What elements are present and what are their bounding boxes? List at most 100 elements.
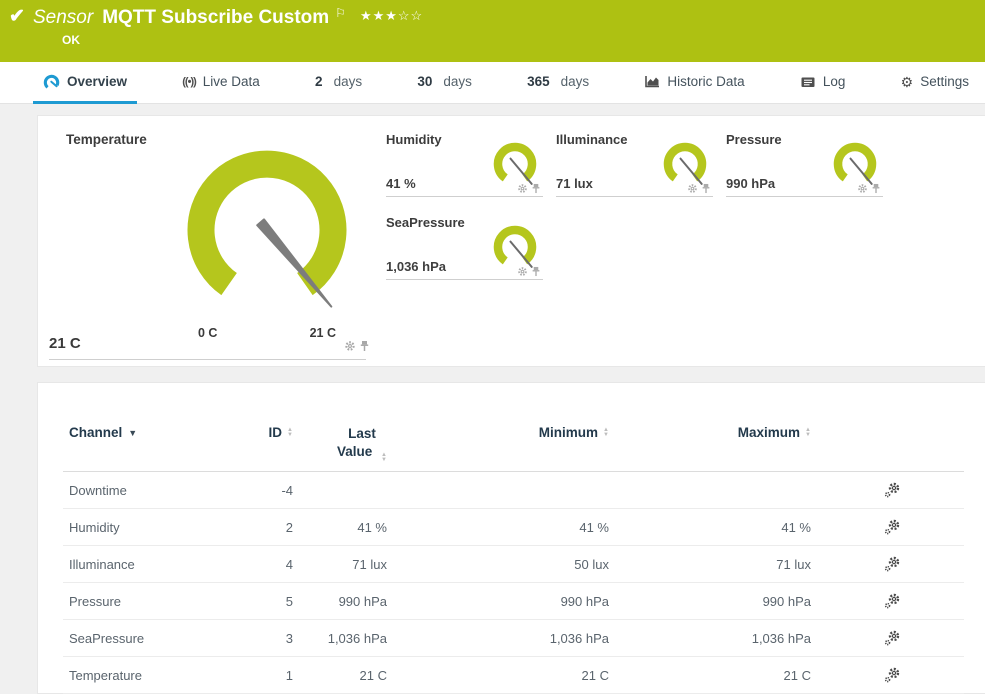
flag-icon[interactable]: ⚐: [335, 6, 346, 20]
tab-2-days[interactable]: 2 days: [305, 62, 372, 104]
maximum-value: 990 hPa: [762, 593, 811, 609]
tab-30-days[interactable]: 30 days: [407, 62, 482, 104]
tab-bar: Overview ((•)) Live Data 2 days 30 days …: [0, 62, 985, 104]
channel-name: Humidity: [69, 519, 120, 535]
channel-gauge-pressure[interactable]: Pressure 990 hPa: [726, 130, 883, 197]
column-header-id[interactable]: ID ▲ ▼: [268, 425, 293, 440]
tab-log-label: Log: [822, 74, 846, 89]
last-value: 71 lux: [352, 556, 387, 572]
table-row-humidity[interactable]: Humidity 2 41 % 41 % 41 %: [63, 509, 964, 546]
tab-365-days[interactable]: 365 days: [517, 62, 599, 104]
channel-id: -4: [281, 482, 293, 498]
tab-live-data[interactable]: ((•)) Live Data: [182, 74, 260, 89]
channel-name: Pressure: [69, 593, 122, 609]
channel-settings-gears-icon[interactable]: [884, 630, 900, 646]
channel-gear-icon[interactable]: [517, 183, 528, 194]
table-row-pressure[interactable]: Pressure 5 990 hPa 990 hPa 990 hPa: [63, 583, 964, 620]
channel-settings-gears-icon[interactable]: [884, 667, 900, 683]
table-row-seapressure[interactable]: SeaPressure 3 1,036 hPa 1,036 hPa 1,036 …: [63, 620, 964, 657]
gauge-icon: [43, 73, 60, 90]
minimum-value: 21 C: [581, 667, 609, 683]
channel-settings-gears-icon[interactable]: [884, 519, 900, 535]
tab-settings[interactable]: ⚙ Settings: [900, 73, 969, 90]
channel-settings-gears-icon[interactable]: [884, 593, 900, 609]
mini-gauge-title: Illuminance: [556, 132, 628, 147]
object-kind-label: Sensor: [33, 7, 94, 28]
table-body: Downtime -4 Humidity 2 41 % 41 % 41 %: [63, 472, 964, 694]
sensor-title: MQTT Subscribe Custom: [102, 7, 330, 28]
maximum-value: 41 %: [781, 519, 811, 535]
channel-name: Downtime: [69, 482, 127, 498]
sort-icon: ▲ ▼: [805, 426, 811, 438]
channel-gauge-humidity[interactable]: Humidity 41 %: [386, 130, 543, 197]
table-row-downtime[interactable]: Downtime -4: [63, 472, 964, 509]
tab-365-days-word: days: [560, 74, 590, 89]
pin-icon[interactable]: [359, 340, 370, 352]
sort-icon: ▲ ▼: [287, 426, 293, 438]
channel-gear-icon[interactable]: [687, 183, 698, 194]
last-value: 990 hPa: [338, 593, 387, 609]
channel-id: 1: [285, 667, 293, 683]
table-row-illuminance[interactable]: Illuminance 4 71 lux 50 lux 71 lux: [63, 546, 964, 583]
column-header-last-value[interactable]: Last Value ▲ ▼: [337, 426, 387, 463]
channel-gear-icon[interactable]: [344, 340, 356, 352]
priority-stars[interactable]: ★★★☆☆: [359, 8, 424, 23]
gauge-scale-labels: 0 C 21 C: [172, 326, 362, 340]
tab-2-days-number: 2: [315, 74, 323, 89]
mini-gauges-grid: Humidity 41 % Illuminance: [386, 130, 883, 280]
column-header-channel[interactable]: Channel ▼: [69, 425, 138, 440]
tab-historic-data-label: Historic Data: [667, 74, 745, 89]
table-row-temperature[interactable]: Temperature 1 21 C 21 C 21 C: [63, 657, 964, 694]
mini-gauge-value: 71 lux: [556, 176, 593, 191]
mini-gauge-value: 1,036 hPa: [386, 259, 446, 274]
column-header-maximum[interactable]: Maximum ▲ ▼: [737, 425, 811, 440]
tab-2-days-word: days: [333, 74, 363, 89]
channel-settings-gears-icon[interactable]: [884, 482, 900, 498]
minimum-value: 50 lux: [574, 556, 609, 572]
status-badge: OK: [62, 33, 80, 47]
column-header-minimum[interactable]: Minimum ▲ ▼: [538, 425, 609, 440]
tab-settings-label: Settings: [920, 74, 969, 89]
tab-365-days-number: 365: [527, 74, 550, 89]
divider: [49, 359, 366, 360]
tab-live-data-label: Live Data: [202, 74, 260, 89]
minimum-value: 41 %: [579, 519, 609, 535]
channel-gear-icon[interactable]: [857, 183, 868, 194]
mini-gauge-value: 41 %: [386, 176, 416, 191]
mini-gauge: [493, 142, 537, 185]
log-list-icon: [800, 75, 816, 89]
channel-settings-gears-icon[interactable]: [884, 556, 900, 572]
gauge-scale-min: 0 C: [198, 326, 218, 340]
minimum-value: 990 hPa: [560, 593, 609, 609]
mini-gauge-title: Pressure: [726, 132, 782, 147]
pin-icon[interactable]: [531, 183, 541, 194]
status-check-icon: ✔: [9, 6, 25, 27]
tab-overview-label: Overview: [67, 74, 128, 89]
channel-id: 4: [285, 556, 293, 572]
temperature-gauge: [187, 150, 347, 308]
channel-id: 5: [285, 593, 293, 609]
channel-gear-icon[interactable]: [517, 266, 528, 277]
pin-icon[interactable]: [701, 183, 711, 194]
channel-name: Illuminance: [69, 556, 135, 572]
pin-icon[interactable]: [531, 266, 541, 277]
channel-gauge-illuminance[interactable]: Illuminance 71 lux: [556, 130, 713, 197]
mini-gauge: [663, 142, 707, 185]
tab-log[interactable]: Log: [790, 62, 856, 104]
main-gauge-title: Temperature: [66, 132, 147, 147]
gauges-panel: Temperature 0 C 21 C 21 C Humidity 41 %: [37, 115, 985, 367]
mini-gauge-title: Humidity: [386, 132, 442, 147]
mini-gauge-value: 990 hPa: [726, 176, 776, 191]
maximum-value: 21 C: [783, 667, 811, 683]
gauge-scale-max: 21 C: [309, 326, 336, 340]
sort-icon: ▲ ▼: [603, 426, 609, 438]
sort-desc-icon: ▼: [128, 427, 138, 438]
tab-historic-data[interactable]: Historic Data: [634, 62, 754, 104]
sort-icon: ▲ ▼: [381, 452, 387, 463]
sensor-status-banner: ✔ Sensor MQTT Subscribe Custom ⚐ ★★★☆☆ O…: [0, 0, 985, 62]
channel-gauge-seapressure[interactable]: SeaPressure 1,036 hPa: [386, 213, 543, 280]
pin-icon[interactable]: [871, 183, 881, 194]
tab-overview[interactable]: Overview: [33, 62, 138, 104]
channel-name: Temperature: [69, 667, 142, 683]
mini-gauge-title: SeaPressure: [386, 215, 465, 230]
